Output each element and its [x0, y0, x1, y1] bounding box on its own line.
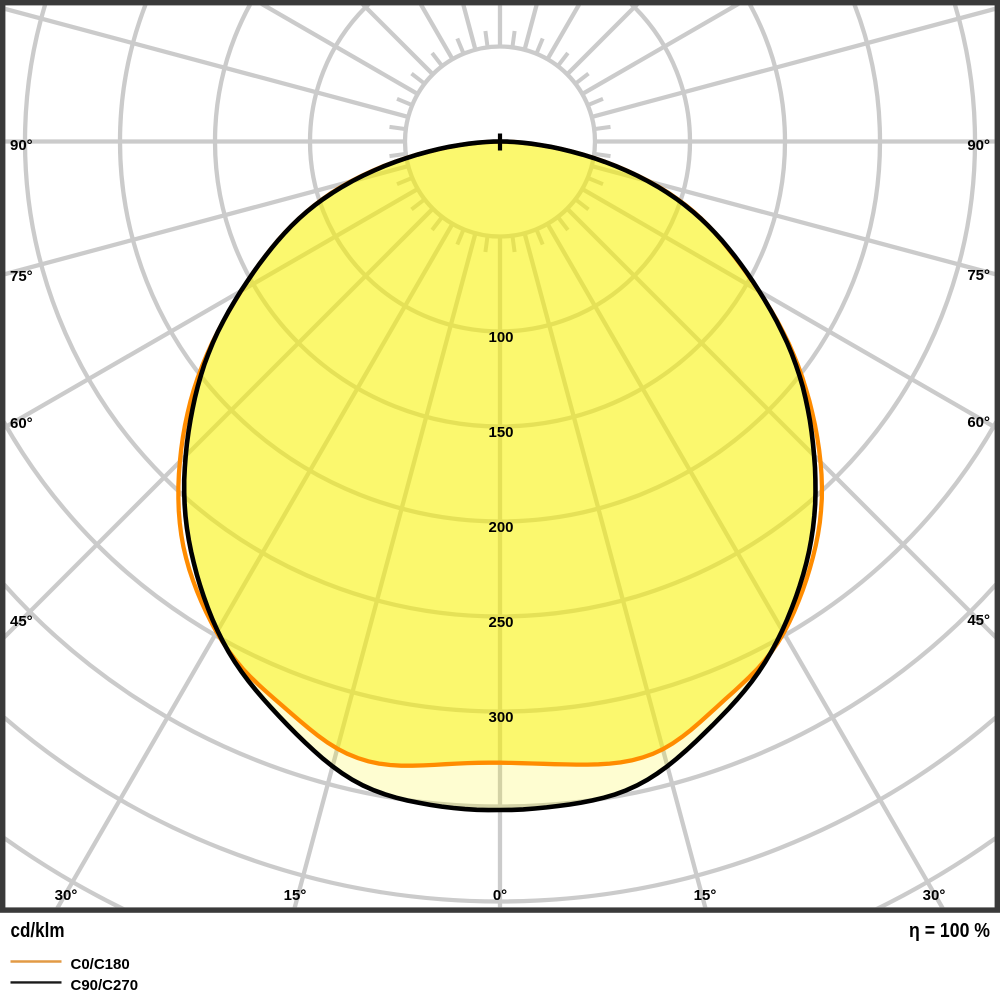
svg-text:75°: 75°: [10, 268, 33, 285]
svg-text:150: 150: [488, 424, 513, 441]
svg-text:200: 200: [488, 519, 513, 536]
svg-text:C0/C180: C0/C180: [71, 956, 130, 973]
svg-text:100: 100: [488, 329, 513, 346]
svg-text:cd/klm: cd/klm: [11, 920, 65, 942]
svg-text:0°: 0°: [493, 887, 507, 904]
svg-text:75°: 75°: [967, 267, 990, 284]
svg-text:60°: 60°: [10, 415, 33, 432]
svg-text:60°: 60°: [967, 414, 990, 431]
svg-text:300: 300: [488, 709, 513, 726]
svg-text:C90/C270: C90/C270: [71, 977, 139, 994]
svg-text:250: 250: [488, 614, 513, 631]
svg-text:30°: 30°: [55, 887, 78, 904]
svg-text:15°: 15°: [284, 887, 307, 904]
svg-text:30°: 30°: [923, 887, 946, 904]
svg-text:15°: 15°: [694, 887, 717, 904]
svg-text:90°: 90°: [967, 137, 990, 154]
svg-text:45°: 45°: [967, 612, 990, 629]
svg-text:η = 100 %: η = 100 %: [909, 920, 990, 942]
svg-text:90°: 90°: [10, 137, 33, 154]
svg-text:45°: 45°: [10, 613, 33, 630]
